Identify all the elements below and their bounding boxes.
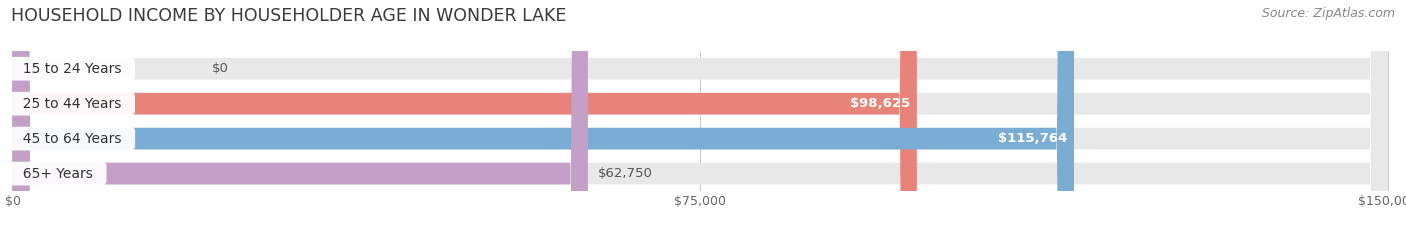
FancyBboxPatch shape — [13, 0, 917, 233]
Text: 15 to 24 Years: 15 to 24 Years — [14, 62, 131, 76]
FancyBboxPatch shape — [13, 0, 1074, 233]
FancyBboxPatch shape — [13, 0, 1388, 233]
Text: $98,625: $98,625 — [849, 97, 910, 110]
Text: 45 to 64 Years: 45 to 64 Years — [14, 132, 131, 146]
Text: $115,764: $115,764 — [998, 132, 1067, 145]
Text: HOUSEHOLD INCOME BY HOUSEHOLDER AGE IN WONDER LAKE: HOUSEHOLD INCOME BY HOUSEHOLDER AGE IN W… — [11, 7, 567, 25]
Text: $0: $0 — [212, 62, 229, 75]
Text: $62,750: $62,750 — [598, 167, 652, 180]
FancyBboxPatch shape — [13, 0, 1388, 233]
Text: 25 to 44 Years: 25 to 44 Years — [14, 97, 131, 111]
Text: Source: ZipAtlas.com: Source: ZipAtlas.com — [1261, 7, 1395, 20]
FancyBboxPatch shape — [13, 0, 588, 233]
FancyBboxPatch shape — [13, 0, 1388, 233]
Text: 65+ Years: 65+ Years — [14, 167, 101, 181]
FancyBboxPatch shape — [13, 0, 1388, 233]
